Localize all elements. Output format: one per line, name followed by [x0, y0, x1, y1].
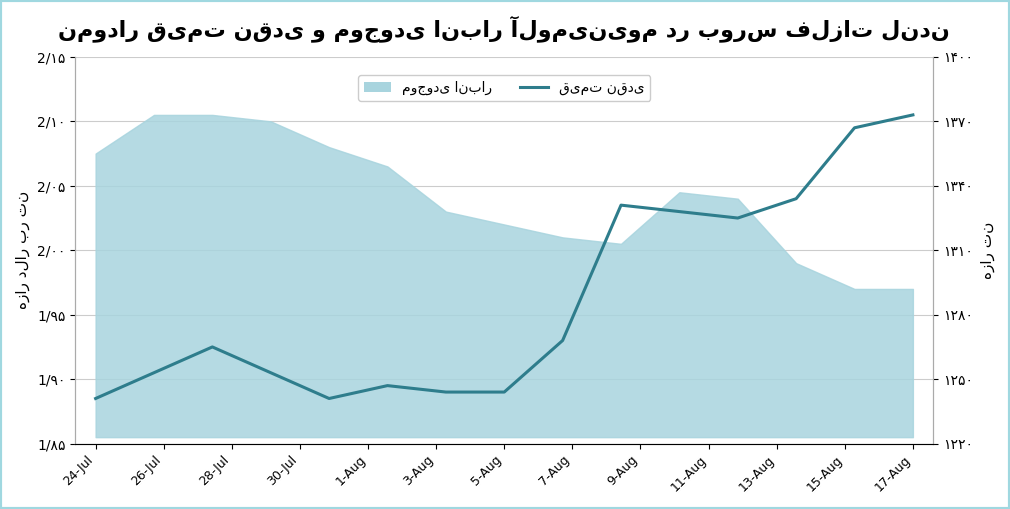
قیمت نقدی	[731, 215, 743, 221]
قیمت نقدی	[90, 395, 102, 402]
قیمت نقدی	[439, 389, 451, 395]
قیمت نقدی	[557, 337, 569, 344]
قیمت نقدی	[615, 202, 627, 208]
قیمت نقدی	[848, 125, 861, 131]
قیمت نقدی	[498, 389, 510, 395]
Legend: موجودی انبار, قیمت نقدی: موجودی انبار, قیمت نقدی	[358, 75, 650, 101]
Y-axis label: هزار دلار بر تن: هزار دلار بر تن	[15, 191, 30, 309]
قیمت نقدی	[323, 395, 335, 402]
قیمت نقدی	[382, 383, 394, 389]
Title: نمودار قیمت نقدی و موجودی انبار آلومینیوم در بورس فلزات لندن: نمودار قیمت نقدی و موجودی انبار آلومینیو…	[59, 15, 950, 42]
Line: قیمت نقدی: قیمت نقدی	[96, 115, 913, 399]
قیمت نقدی	[790, 195, 802, 202]
قیمت نقدی	[206, 344, 218, 350]
قیمت نقدی	[147, 370, 160, 376]
Y-axis label: هزار تن: هزار تن	[980, 221, 995, 279]
قیمت نقدی	[265, 370, 277, 376]
قیمت نقدی	[907, 112, 919, 118]
قیمت نقدی	[674, 209, 686, 215]
